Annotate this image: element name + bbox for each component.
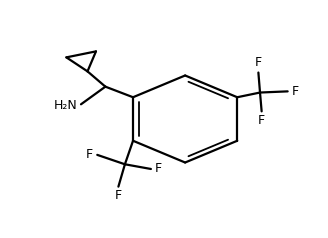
Text: F: F	[155, 163, 162, 175]
Text: F: F	[258, 114, 265, 127]
Text: F: F	[292, 85, 299, 98]
Text: H₂N: H₂N	[53, 99, 77, 112]
Text: F: F	[86, 148, 93, 161]
Text: F: F	[115, 189, 122, 203]
Text: F: F	[255, 56, 262, 69]
